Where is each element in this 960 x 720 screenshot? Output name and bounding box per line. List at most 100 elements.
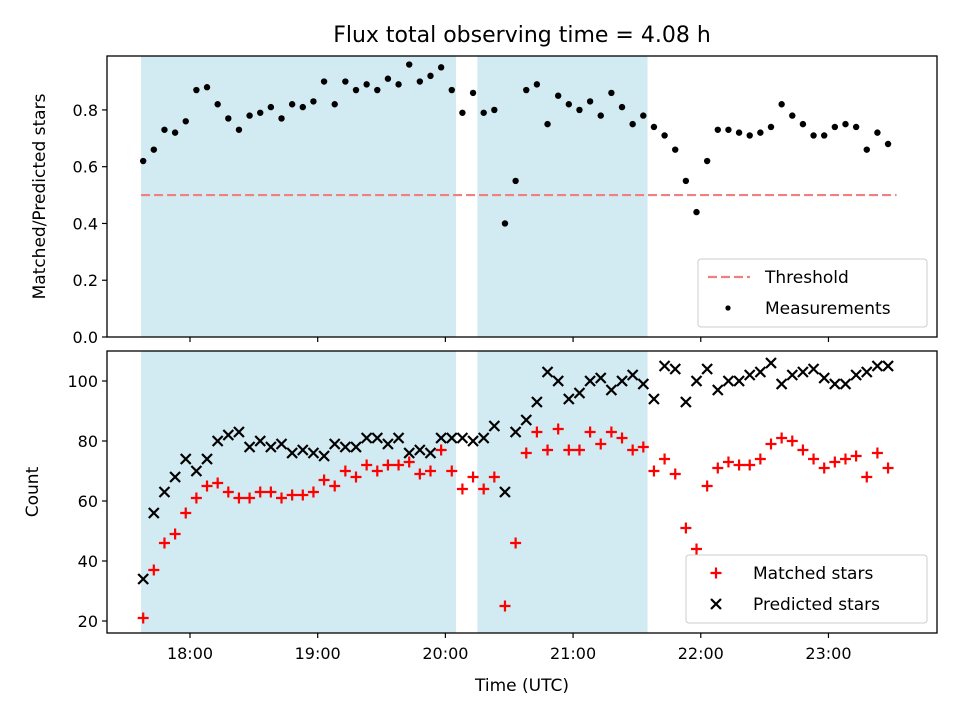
measurement-point: [789, 112, 796, 119]
plot-frame: [106, 55, 938, 338]
measurement-point: [597, 112, 604, 119]
matched-point: [297, 489, 309, 501]
predicted-point: [648, 393, 660, 405]
predicted-point: [414, 444, 426, 456]
matched-point: [648, 465, 660, 477]
measurement-point: [810, 132, 817, 139]
predicted-point: [722, 375, 735, 387]
matched-point: [424, 465, 436, 477]
predicted-point: [382, 438, 394, 450]
matched-point: [403, 456, 415, 468]
predicted-point: [573, 387, 586, 399]
predicted-point: [616, 375, 628, 387]
y-tick-label: 100: [67, 372, 98, 391]
matched-point: [244, 492, 256, 504]
y-tick-label: 0.4: [73, 214, 98, 233]
measurement-point: [831, 123, 839, 131]
matched-point: [531, 426, 543, 438]
matched-point: [691, 543, 703, 555]
measurement-point: [618, 103, 626, 111]
y-axis-label: Count: [23, 466, 43, 517]
predicted-point: [275, 438, 288, 450]
shaded-interval-2: [477, 351, 648, 633]
matched-point: [552, 423, 564, 435]
measurement-point: [448, 86, 455, 94]
matched-point: [765, 438, 777, 450]
plot-frame: [106, 350, 938, 634]
matched-point: [669, 468, 681, 480]
predicted-point: [807, 363, 820, 375]
matched-point: [605, 426, 617, 438]
predicted-point: [541, 366, 554, 378]
series-matched-stars: [137, 423, 894, 624]
measurement-point: [523, 86, 530, 94]
matched-point: [839, 453, 851, 465]
measurement-point: [767, 123, 775, 131]
matched-point: [233, 492, 245, 504]
matched-point: [744, 459, 756, 471]
matched-point: [542, 444, 554, 456]
legend-box: [685, 554, 928, 624]
top-panel: 0.0 0.2 0.4 0.6 0.8 Matched/Predicted stars Th…: [30, 55, 938, 347]
measurement-point: [640, 112, 647, 119]
x-tick-label: 22:00: [678, 644, 724, 663]
predicted-point: [286, 447, 298, 459]
matched-point: [850, 450, 862, 462]
predicted-point: [328, 438, 341, 450]
matched-point: [467, 471, 479, 483]
legend-measurement-swatch: [725, 305, 731, 311]
x-tick-label: 18:00: [167, 644, 213, 663]
predicted-point: [179, 453, 192, 465]
y-tick-label: 40: [78, 552, 98, 571]
matched-point: [414, 468, 426, 480]
predicted-point: [265, 441, 277, 453]
predicted-point: [701, 363, 713, 375]
predicted-point: [445, 432, 458, 444]
predicted-point: [318, 450, 330, 462]
y-tick-label: 0.2: [73, 271, 98, 290]
predicted-point: [297, 444, 309, 456]
predicted-point: [733, 375, 745, 387]
predicted-point: [254, 435, 267, 447]
measurement-point: [863, 146, 870, 153]
y-axis-label: Matched/Predicted stars: [30, 93, 50, 299]
matched-point: [701, 480, 713, 492]
matched-point: [871, 447, 883, 459]
matched-point: [382, 459, 394, 471]
matched-point: [573, 444, 585, 456]
matched-point: [510, 537, 522, 549]
predicted-point: [850, 369, 862, 381]
predicted-point: [158, 486, 171, 498]
y-tick-label: 80: [78, 432, 98, 451]
matched-point: [627, 444, 639, 456]
predicted-point: [690, 375, 703, 387]
y-tick-label: 0.6: [73, 158, 98, 177]
predicted-point: [658, 360, 671, 372]
measurement-point: [437, 64, 445, 71]
measurement-point: [214, 101, 221, 108]
measurement-point: [735, 129, 743, 136]
predicted-point: [818, 372, 830, 384]
measurement-point: [310, 98, 317, 105]
x-tick-label: 21:00: [550, 644, 596, 663]
shaded-interval-1: [141, 56, 457, 337]
matched-point: [520, 447, 532, 459]
measurement-point: [469, 89, 477, 97]
y-tick-label: 60: [78, 492, 98, 511]
predicted-point: [360, 432, 373, 444]
measurement-point: [746, 132, 753, 139]
measurement-point: [342, 78, 349, 85]
predicted-point: [637, 378, 650, 390]
measurement-point: [374, 86, 381, 94]
legend-label: Matched stars: [753, 564, 873, 584]
matched-point: [307, 486, 319, 498]
matched-point: [829, 456, 841, 468]
measurement-point: [246, 112, 253, 119]
predicted-point: [371, 432, 384, 444]
matched-point: [754, 453, 766, 465]
predicted-point: [765, 357, 777, 369]
matched-point: [488, 471, 500, 483]
matched-point: [158, 537, 170, 549]
measurement-point: [842, 120, 849, 128]
measurement-point: [139, 157, 147, 165]
